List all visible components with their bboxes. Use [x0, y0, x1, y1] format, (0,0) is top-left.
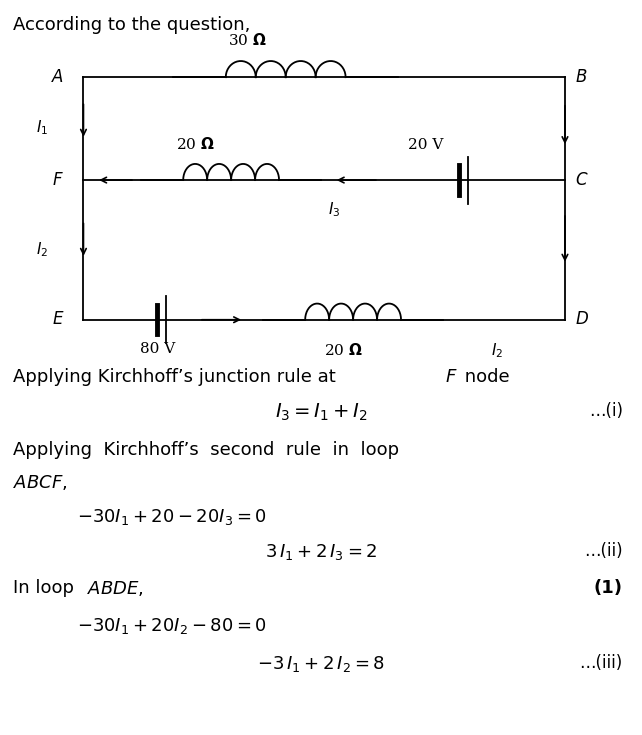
Text: 20 $\mathbf{\Omega}$: 20 $\mathbf{\Omega}$ — [177, 136, 215, 152]
Text: 20 V: 20 V — [408, 138, 443, 152]
Text: $I_3$: $I_3$ — [327, 200, 340, 218]
Text: $A$: $A$ — [51, 68, 64, 86]
Text: node: node — [459, 368, 510, 385]
Text: $I_2$: $I_2$ — [492, 342, 503, 360]
Text: $F$: $F$ — [53, 171, 64, 189]
Text: $C$: $C$ — [575, 171, 588, 189]
Text: $-30I_1 + 20 - 20I_3 = 0$: $-30I_1 + 20 - 20I_3 = 0$ — [77, 507, 267, 527]
Text: 30 $\mathbf{\Omega}$: 30 $\mathbf{\Omega}$ — [228, 32, 266, 48]
Text: Applying Kirchhoff’s junction rule at: Applying Kirchhoff’s junction rule at — [13, 368, 342, 385]
Text: $B$: $B$ — [575, 68, 587, 86]
Text: $I_1$: $I_1$ — [36, 118, 48, 137]
Text: …(i): …(i) — [589, 402, 623, 420]
Text: $F$: $F$ — [445, 368, 458, 385]
Text: $ABCF,$: $ABCF,$ — [13, 473, 67, 492]
Text: 20 $\mathbf{\Omega}$: 20 $\mathbf{\Omega}$ — [324, 342, 363, 358]
Text: $-30I_1 + 20I_2 - 80 = 0$: $-30I_1 + 20I_2 - 80 = 0$ — [77, 616, 267, 636]
Text: $D$: $D$ — [575, 311, 589, 329]
Text: $3\,I_1 + 2\,I_3 = 2$: $3\,I_1 + 2\,I_3 = 2$ — [265, 542, 377, 562]
Text: …(iii): …(iii) — [580, 654, 623, 672]
Text: $ABDE,$: $ABDE,$ — [87, 579, 144, 598]
Text: $I_3 = I_1 + I_2$: $I_3 = I_1 + I_2$ — [275, 402, 367, 423]
Text: (1): (1) — [594, 579, 623, 597]
Text: 80 V: 80 V — [140, 342, 175, 356]
Text: According to the question,: According to the question, — [13, 16, 250, 34]
Text: $E$: $E$ — [52, 311, 64, 329]
Text: Applying  Kirchhoff’s  second  rule  in  loop: Applying Kirchhoff’s second rule in loop — [13, 441, 399, 459]
Text: …(ii): …(ii) — [584, 542, 623, 559]
Text: $I_2$: $I_2$ — [36, 240, 48, 259]
Text: $-3\,I_1 + 2\,I_2 = 8$: $-3\,I_1 + 2\,I_2 = 8$ — [257, 654, 385, 674]
Text: In loop: In loop — [13, 579, 80, 597]
